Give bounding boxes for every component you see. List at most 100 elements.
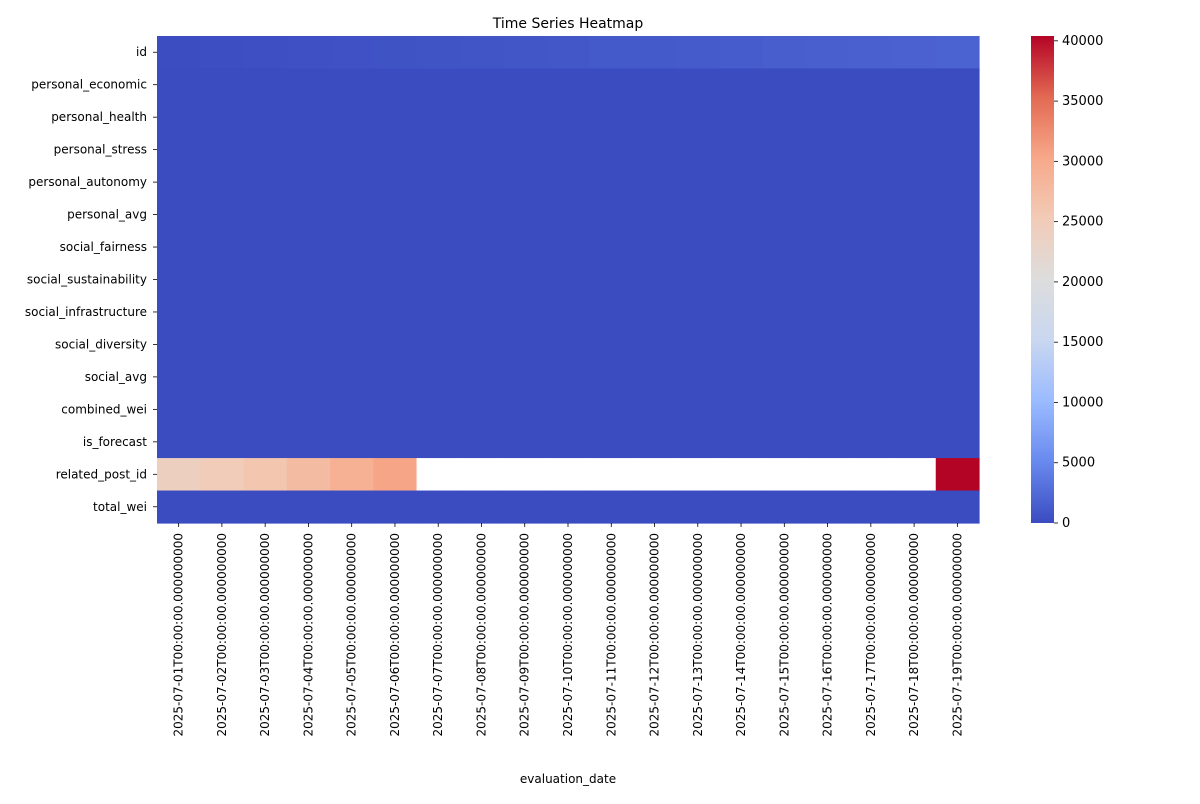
heatmap-cell [330, 68, 374, 102]
heatmap-cell [762, 133, 807, 167]
heatmap-cell [416, 100, 461, 134]
heatmap-cell [892, 68, 937, 102]
heatmap-cell [330, 458, 374, 492]
heatmap-cell [459, 165, 504, 199]
heatmap-cell [286, 36, 331, 70]
heatmap-cell [589, 165, 634, 199]
heatmap-cell [157, 360, 201, 394]
heatmap-cell [632, 393, 677, 427]
heatmap-cell [935, 425, 980, 459]
heatmap-cell [330, 36, 374, 70]
heatmap-cell [330, 360, 374, 394]
heatmap-cell [157, 458, 201, 492]
heatmap-cell [373, 68, 418, 102]
heatmap-cell [546, 198, 591, 232]
heatmap-cell [546, 263, 591, 297]
heatmap-cell [459, 230, 504, 264]
heatmap-cell [286, 295, 331, 329]
heatmap-cell [676, 263, 721, 297]
heatmap-cell [589, 425, 634, 459]
heatmap-cell [762, 458, 807, 492]
heatmap-cell [892, 198, 937, 232]
heatmap-cell [849, 198, 894, 232]
heatmap-cell [892, 295, 937, 329]
heatmap-cell [935, 198, 980, 232]
heatmap-cell [200, 360, 245, 394]
heatmap-cell [243, 490, 288, 524]
heatmap-cell [589, 230, 634, 264]
heatmap-cell [719, 328, 764, 362]
heatmap-cell [849, 425, 894, 459]
heatmap-cell [762, 295, 807, 329]
heatmap-cell [373, 263, 418, 297]
y-tick-label: social_avg [85, 370, 147, 384]
heatmap-cell [632, 133, 677, 167]
heatmap-cell [719, 36, 764, 70]
colorbar-tick-label: 40000 [1062, 34, 1103, 49]
heatmap-cell [200, 100, 245, 134]
heatmap-cell [243, 263, 288, 297]
heatmap-cell [589, 36, 634, 70]
x-tick-label: 2025-07-02T00:00:00.000000000 [215, 533, 229, 737]
heatmap-cell [935, 133, 980, 167]
heatmap-cell [849, 68, 894, 102]
heatmap-cell [762, 165, 807, 199]
y-tick-label: social_sustainability [27, 273, 147, 287]
heatmap-cell [805, 425, 850, 459]
heatmap-cell [157, 295, 201, 329]
heatmap-cell [892, 165, 937, 199]
heatmap-cell [503, 230, 547, 264]
heatmap-cell [286, 458, 331, 492]
heatmap-cell [459, 68, 504, 102]
heatmap-cell [200, 133, 245, 167]
heatmap-cell [676, 100, 721, 134]
colorbar-tick-label: 30000 [1062, 154, 1103, 169]
heatmap-cell [200, 230, 245, 264]
heatmap-cell [157, 263, 201, 297]
heatmap-cell [935, 393, 980, 427]
heatmap-cell [589, 393, 634, 427]
heatmap-cell [286, 393, 331, 427]
heatmap-cell [632, 68, 677, 102]
heatmap-cell [632, 328, 677, 362]
heatmap-cell [805, 295, 850, 329]
heatmap-cell [546, 295, 591, 329]
y-tick-label: is_forecast [83, 435, 147, 449]
heatmap-cell [849, 230, 894, 264]
heatmap-cell [719, 198, 764, 232]
heatmap-cell [286, 165, 331, 199]
heatmap-cell [286, 425, 331, 459]
heatmap-cell [416, 295, 461, 329]
heatmap-cell [849, 458, 894, 492]
heatmap-cell [632, 425, 677, 459]
heatmap-cell [805, 36, 850, 70]
heatmap-cell [373, 328, 418, 362]
heatmap-cell [589, 328, 634, 362]
heatmap-cell [935, 165, 980, 199]
heatmap-cell [719, 230, 764, 264]
heatmap-cell [892, 230, 937, 264]
heatmap-cell [805, 100, 850, 134]
heatmap-cell [805, 393, 850, 427]
heatmap-cell [330, 165, 374, 199]
heatmap-cell [892, 36, 937, 70]
heatmap-cell [676, 230, 721, 264]
heatmap-cell [330, 133, 374, 167]
heatmap-cell [503, 165, 547, 199]
heatmap-cell [459, 328, 504, 362]
heatmap-cell [200, 165, 245, 199]
heatmap-cell [632, 360, 677, 394]
heatmap-cell [632, 36, 677, 70]
heatmap-cell [330, 328, 374, 362]
heatmap-cell [676, 490, 721, 524]
heatmap-cell [330, 100, 374, 134]
heatmap-cell [719, 360, 764, 394]
heatmap-cell [503, 68, 547, 102]
heatmap-cell [719, 295, 764, 329]
heatmap-cell [157, 230, 201, 264]
heatmap-cell [546, 328, 591, 362]
heatmap-cell [503, 198, 547, 232]
heatmap-cell [286, 230, 331, 264]
heatmap-cell [935, 490, 980, 524]
